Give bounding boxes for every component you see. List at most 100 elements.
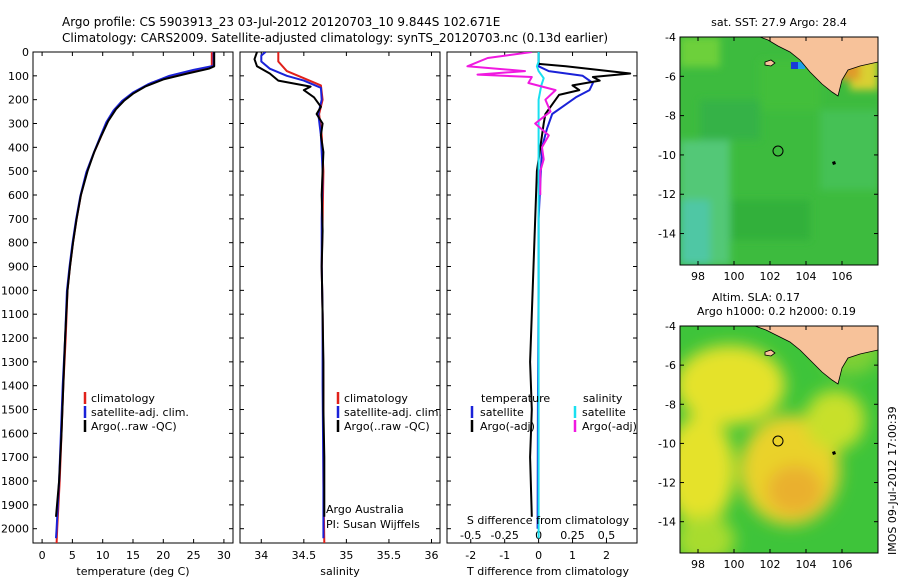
salinity-legend: climatology satellite-adj. clim. Argo(..…: [336, 392, 442, 433]
argo-position-marker: [772, 435, 784, 447]
map-x-tick-label: 106: [832, 558, 853, 571]
x-tick-label: 34.5: [292, 549, 317, 562]
enggano-island: [764, 349, 776, 357]
x-tick-label: 35: [339, 549, 353, 562]
legend-title-temperature: temperature: [481, 392, 550, 405]
enggano-island: [764, 59, 776, 67]
legend-label-satellite-adj: satellite-adj. clim.: [344, 406, 442, 419]
y-tick-label: 1300: [1, 356, 29, 369]
x-tick-label: 34: [254, 549, 268, 562]
christmas-island: [832, 451, 836, 455]
map-x-tick-label: 106: [832, 270, 853, 283]
y-tick-label: 700: [8, 213, 29, 226]
sst-cold-pixel: [791, 62, 798, 69]
y-tick-label: 300: [8, 118, 29, 131]
y-tick-label: 1400: [1, 380, 29, 393]
map-y-tick-label: -14: [658, 228, 676, 241]
x-tick-label: 36: [424, 549, 438, 562]
x-tick-label: 0: [39, 549, 46, 562]
sst-map-title: sat. SST: 27.9 Argo: 28.4: [711, 16, 847, 29]
x-top-tick-label: 0.25: [560, 529, 585, 542]
x-tick-label: -2: [465, 549, 476, 562]
y-tick-label: 1700: [1, 451, 29, 464]
series-line-argo-adj-: [466, 52, 557, 195]
x-tick-label: 10: [96, 549, 110, 562]
map-x-tick-label: 104: [796, 558, 817, 571]
y-tick-label: 900: [8, 261, 29, 274]
sla-map-title-1: Altim. SLA: 0.17: [712, 291, 800, 304]
header-line-1: Argo profile: CS 5903913_23 03-Jul-2012 …: [62, 15, 500, 29]
salinity-plot-frame: [239, 51, 441, 544]
sla-field-patches: [680, 326, 878, 553]
x-tick-label: 0: [535, 549, 542, 562]
sla-map-title-2: Argo h1000: 0.2 h2000: 0.19: [697, 305, 856, 318]
y-tick-label: 1100: [1, 308, 29, 321]
legend-label-satellite-adj: satellite-adj. clim.: [91, 406, 189, 419]
map-y-tick-label: -6: [665, 359, 676, 372]
y-tick-label: 200: [8, 94, 29, 107]
legend-label-climatology: climatology: [91, 392, 155, 405]
map-y-tick-label: -4: [665, 31, 676, 44]
salinity-series: [253, 52, 326, 543]
map-x-tick-label: 100: [724, 558, 745, 571]
sumatra-coast: [759, 37, 878, 97]
map-y-tick-label: -10: [658, 437, 676, 450]
header-line-2: Climatology: CARS2009. Satellite-adjuste…: [62, 31, 608, 45]
salinity-xlabel: salinity: [320, 565, 360, 578]
legend-title-salinity: salinity: [583, 392, 623, 405]
y-tick-label: 800: [8, 237, 29, 250]
sla-map-frame: [679, 325, 879, 554]
map-y-tick-label: -4: [665, 320, 676, 333]
y-tick-label: 1600: [1, 427, 29, 440]
y-tick-label: 100: [8, 70, 29, 83]
series-line-climatology: [277, 52, 326, 543]
map-x-tick-label: 104: [796, 270, 817, 283]
temperature-plot-frame: [32, 51, 234, 544]
y-tick-label: 1000: [1, 284, 29, 297]
series-line-satellite-adj-clim-: [260, 52, 325, 539]
map-x-tick-label: 102: [760, 270, 781, 283]
salinity-axes: 34 34.5 35 35.5 36: [240, 51, 440, 562]
map-x-tick-label: 98: [691, 558, 705, 571]
series-line-satellite: [536, 52, 594, 529]
temperature-legend: climatology satellite-adj. clim. Argo(..…: [83, 392, 189, 433]
map-y-tick-label: -8: [665, 398, 676, 411]
annotation-pi: PI: Susan Wijffels: [326, 518, 420, 531]
y-tick-label: 1800: [1, 475, 29, 488]
y-tick-label: 400: [8, 141, 29, 154]
y-tick-label: 1900: [1, 499, 29, 512]
sst-map-frame: [679, 36, 879, 266]
map-y-tick-label: -14: [658, 516, 676, 529]
series-line-argo-raw-qc-: [253, 52, 326, 517]
legend-label-sal-satellite: satellite: [582, 406, 626, 419]
x-tick-label: -1: [499, 549, 510, 562]
y-tick-label: 0: [22, 46, 29, 59]
map-y-tick-label: -12: [658, 477, 676, 490]
annotation-argo-australia: Argo Australia: [326, 503, 404, 516]
x-top-tick-label: 0.5: [598, 529, 616, 542]
temperature-xlabel: temperature (deg C): [76, 565, 189, 578]
map-y-tick-label: -8: [665, 110, 676, 123]
map-x-tick-label: 102: [760, 558, 781, 571]
series-line-satellite-adj-clim-: [55, 52, 215, 539]
sla-map: [680, 326, 878, 553]
map-y-tick-label: -10: [658, 149, 676, 162]
difference-xlabel-top: S difference from climatology: [467, 514, 630, 527]
y-tick-label: 1200: [1, 332, 29, 345]
difference-plot-frame: [446, 51, 638, 544]
sumatra-coast: [754, 326, 878, 385]
sst-map-axes: 98 100 102 104 106 -4 -6 -8 -10 -12 -14: [658, 31, 878, 283]
map-y-tick-label: -12: [658, 188, 676, 201]
x-tick-label: 25: [187, 549, 201, 562]
x-tick-label: 20: [156, 549, 170, 562]
sst-map: [680, 37, 878, 265]
difference-legend: temperature salinity satellite Argo(-adj…: [470, 392, 637, 433]
sla-map-axes: 98 100 102 104 106 -4 -6 -8 -10 -12 -14: [658, 320, 878, 571]
x-tick-label: 35.5: [377, 549, 402, 562]
x-tick-label: 30: [217, 549, 231, 562]
legend-label-argo: Argo(..raw -QC): [344, 420, 430, 433]
timestamp: IMOS 09-Jul-2012 17:00:39: [886, 406, 899, 555]
argo-position-marker: [772, 145, 784, 157]
map-y-tick-label: -6: [665, 70, 676, 83]
